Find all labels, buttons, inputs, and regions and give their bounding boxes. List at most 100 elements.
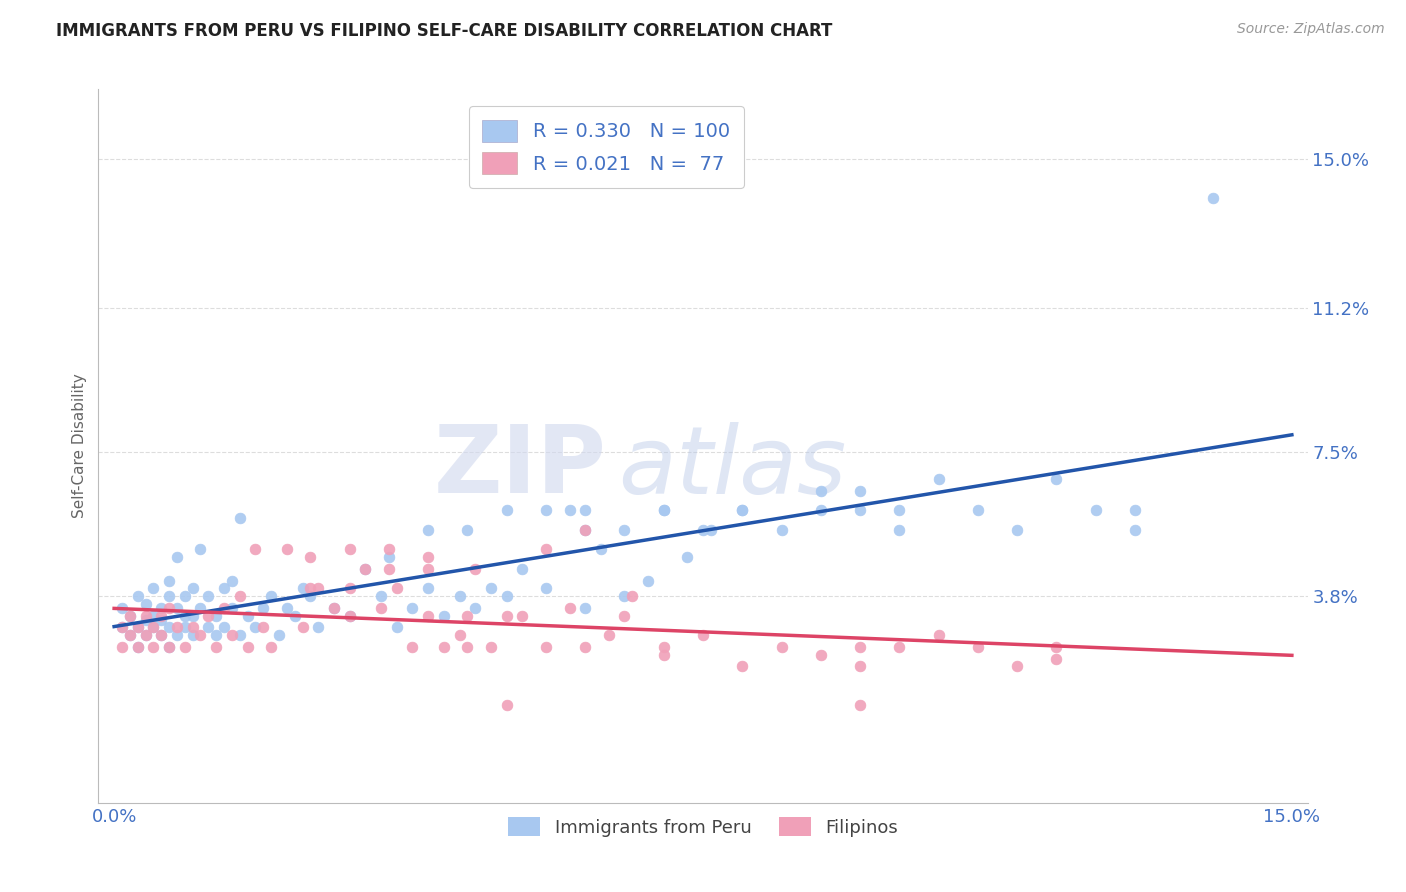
Point xyxy=(637,574,659,588)
Point xyxy=(479,640,502,654)
Point xyxy=(495,503,517,517)
Point xyxy=(449,589,471,603)
Point xyxy=(613,523,636,537)
Point xyxy=(276,600,298,615)
Point xyxy=(212,600,235,615)
Point xyxy=(433,640,456,654)
Point xyxy=(150,613,173,627)
Point xyxy=(378,542,401,557)
Point xyxy=(456,523,478,537)
Point xyxy=(652,503,675,517)
Point xyxy=(173,608,195,623)
Point xyxy=(574,503,596,517)
Point xyxy=(205,608,228,623)
Point xyxy=(118,628,141,642)
Point xyxy=(1005,523,1028,537)
Point xyxy=(810,503,832,517)
Point xyxy=(652,640,675,654)
Point xyxy=(1045,640,1067,654)
Point xyxy=(928,628,950,642)
Point xyxy=(197,589,219,603)
Point xyxy=(166,628,188,642)
Point xyxy=(157,600,180,615)
Point xyxy=(652,503,675,517)
Point xyxy=(339,582,361,596)
Point xyxy=(205,628,228,642)
Point xyxy=(157,620,180,634)
Point xyxy=(142,582,165,596)
Text: atlas: atlas xyxy=(619,422,846,513)
Point xyxy=(370,600,392,615)
Point xyxy=(1045,472,1067,486)
Point xyxy=(418,550,440,565)
Point xyxy=(221,600,243,615)
Point xyxy=(142,608,165,623)
Point xyxy=(700,523,723,537)
Point xyxy=(173,620,195,634)
Point xyxy=(135,628,157,642)
Point xyxy=(299,589,322,603)
Point xyxy=(127,640,149,654)
Text: Source: ZipAtlas.com: Source: ZipAtlas.com xyxy=(1237,22,1385,37)
Point xyxy=(229,511,252,525)
Point xyxy=(731,659,754,673)
Point xyxy=(512,562,534,576)
Point xyxy=(173,640,195,654)
Point xyxy=(127,589,149,603)
Point xyxy=(181,582,204,596)
Point xyxy=(1123,503,1146,517)
Point xyxy=(574,640,596,654)
Point xyxy=(118,608,141,623)
Point xyxy=(135,597,157,611)
Point xyxy=(166,600,188,615)
Point xyxy=(849,698,872,713)
Point xyxy=(229,589,252,603)
Point xyxy=(731,503,754,517)
Point xyxy=(589,542,612,557)
Point xyxy=(190,542,212,557)
Point xyxy=(212,620,235,634)
Point xyxy=(770,640,793,654)
Point xyxy=(111,620,134,634)
Y-axis label: Self-Care Disability: Self-Care Disability xyxy=(72,374,87,518)
Point xyxy=(401,600,423,615)
Point xyxy=(307,620,329,634)
Point xyxy=(534,582,557,596)
Point xyxy=(354,562,377,576)
Point xyxy=(127,640,149,654)
Point xyxy=(378,550,401,565)
Point xyxy=(928,472,950,486)
Point xyxy=(534,503,557,517)
Point xyxy=(449,628,471,642)
Point xyxy=(111,600,134,615)
Point xyxy=(118,628,141,642)
Point xyxy=(339,608,361,623)
Point xyxy=(127,620,149,634)
Point xyxy=(849,659,872,673)
Point xyxy=(252,620,274,634)
Point xyxy=(284,608,307,623)
Point xyxy=(190,628,212,642)
Point xyxy=(456,608,478,623)
Point xyxy=(1045,651,1067,665)
Point xyxy=(810,483,832,498)
Point xyxy=(245,620,267,634)
Point xyxy=(558,503,581,517)
Point xyxy=(558,600,581,615)
Point xyxy=(267,628,290,642)
Point xyxy=(142,620,165,634)
Point xyxy=(190,600,212,615)
Point xyxy=(173,589,195,603)
Point xyxy=(111,620,134,634)
Point xyxy=(229,628,252,642)
Point xyxy=(260,640,283,654)
Point xyxy=(157,640,180,654)
Legend: Immigrants from Peru, Filipinos: Immigrants from Peru, Filipinos xyxy=(501,810,905,844)
Point xyxy=(692,628,714,642)
Point xyxy=(157,574,180,588)
Point xyxy=(307,582,329,596)
Point xyxy=(385,620,408,634)
Point xyxy=(299,550,322,565)
Point xyxy=(157,640,180,654)
Point xyxy=(245,542,267,557)
